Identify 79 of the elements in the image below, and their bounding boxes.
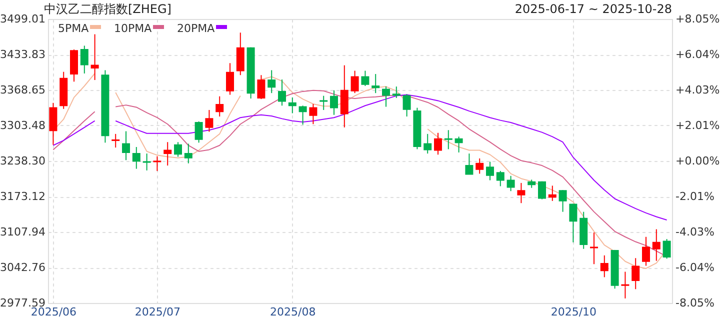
candlestick xyxy=(164,142,172,166)
legend-label: 20PMA xyxy=(177,22,216,35)
y-tick-label: 3173.12 xyxy=(0,190,46,203)
y-tick-label: 3303.48 xyxy=(0,119,46,132)
candlestick xyxy=(309,103,318,125)
x-tick-label: 2025/07 xyxy=(134,306,181,318)
candlestick xyxy=(382,86,390,108)
candlestick xyxy=(590,232,598,265)
candlestick xyxy=(558,190,567,212)
candlestick xyxy=(49,102,58,146)
candlestick xyxy=(486,161,494,181)
candlestick xyxy=(194,120,203,144)
candlestick xyxy=(652,228,660,262)
candlestick xyxy=(205,109,214,132)
candlestick xyxy=(216,96,224,117)
y2-tick-label: +6.04% xyxy=(676,48,720,61)
legend-label: 5PMA xyxy=(58,22,90,35)
candlestick xyxy=(236,32,244,76)
candlestick xyxy=(112,133,120,148)
x-tick-label: 2025/08 xyxy=(270,306,316,318)
candlestick xyxy=(569,203,578,243)
chart-subtitle: 2025-06-17 ~ 2025-10-28 xyxy=(514,2,672,16)
candlestick xyxy=(372,74,380,94)
candlestick xyxy=(298,105,307,126)
candlestick xyxy=(506,175,515,192)
chart-title: 中汉乙二醇指数[ZHEG] xyxy=(44,2,172,16)
candlestick xyxy=(340,64,348,128)
candlestick xyxy=(278,78,286,106)
candlestick xyxy=(184,143,192,164)
y2-tick-label: +0.00% xyxy=(676,154,720,168)
candlestick xyxy=(517,182,526,204)
candlestick xyxy=(424,133,432,154)
candlestick xyxy=(226,62,234,96)
candlestick xyxy=(90,34,99,81)
legend-label: 10PMA xyxy=(114,22,152,35)
y2-tick-label: +4.03% xyxy=(676,83,720,96)
y2-tick-label: +2.01% xyxy=(676,119,720,132)
y2-tick-label: -4.03% xyxy=(676,226,714,239)
candlestick xyxy=(268,70,276,94)
candlestick xyxy=(444,130,452,150)
candlestick xyxy=(454,136,463,153)
candlestick xyxy=(476,158,484,174)
candlestick xyxy=(122,130,130,161)
y-tick-label: 3368.65 xyxy=(0,84,46,97)
candlestick xyxy=(142,153,151,171)
y-tick-label: 3107.94 xyxy=(0,226,46,239)
x-tick-label: 2025/06 xyxy=(30,306,77,318)
candlestick xyxy=(548,185,556,202)
candlestick xyxy=(80,45,88,74)
candlestick xyxy=(642,236,650,266)
candlestick xyxy=(320,95,328,110)
candlestick xyxy=(153,156,162,172)
candlestick xyxy=(600,254,608,278)
y2-tick-label: -2.01% xyxy=(676,190,714,203)
y-tick-label: 3499.01 xyxy=(0,12,46,26)
candlestick xyxy=(538,180,546,200)
y-tick-label: 3433.83 xyxy=(0,48,46,61)
y2-tick-label: -8.05% xyxy=(676,296,714,310)
candlestick xyxy=(174,142,182,158)
candlestick xyxy=(361,70,370,86)
candlestick xyxy=(132,146,140,170)
candlestick xyxy=(350,70,359,94)
y2-tick-label: -6.04% xyxy=(676,261,714,274)
x-tick-label: 2025/10 xyxy=(550,306,597,318)
candlestick xyxy=(330,90,338,116)
candlestick xyxy=(402,94,411,117)
candlestick xyxy=(632,258,640,290)
candlestick xyxy=(392,86,400,98)
candlestick xyxy=(257,74,266,100)
candlestick xyxy=(465,153,474,175)
candlestick xyxy=(496,170,504,187)
candlestick xyxy=(434,132,442,156)
y-tick-label: 3042.76 xyxy=(0,261,46,274)
candlestick xyxy=(662,238,671,260)
candlestick xyxy=(288,96,296,114)
y2-tick-label: +8.05% xyxy=(676,12,720,26)
y-tick-label: 3238.30 xyxy=(0,154,46,168)
candlestick xyxy=(70,49,78,82)
candlestick xyxy=(621,271,630,299)
